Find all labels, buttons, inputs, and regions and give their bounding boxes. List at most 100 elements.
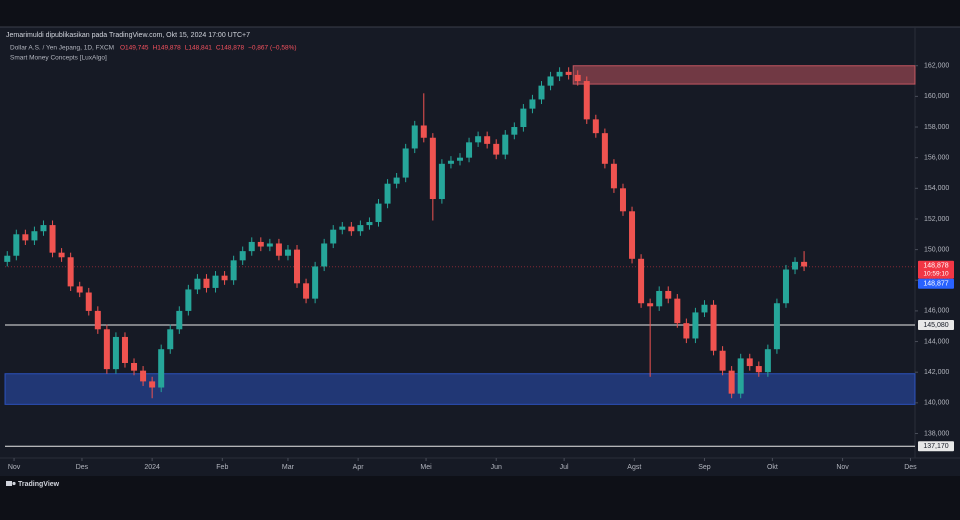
y-tick-label: 146,000 [924,308,949,315]
x-tick-label: Des [76,464,89,471]
y-tick-label: 150,000 [924,246,949,253]
candle-body [638,258,645,304]
symbol-title: Dollar A.S. / Yen Jepang, 1D, FXCM [10,45,114,52]
candle-body [801,261,808,267]
logo-dot [12,481,16,486]
level-tag [918,441,954,452]
x-tick-label: Agst [627,464,641,471]
level-label: 137,170 [923,443,948,450]
candle-body [520,108,527,128]
logo-mark [6,481,12,486]
x-tick-label: Jun [491,464,502,471]
candle-body [284,249,291,256]
candle-body [601,133,608,164]
candle-body [746,358,753,367]
candle-body [475,136,482,143]
candle-body [755,366,762,373]
level-label: 145,080 [923,322,948,329]
candle-body [719,350,726,371]
last-price-label: 148,878 [923,263,948,270]
x-tick-label: Sep [698,464,711,471]
y-tick-label: 152,000 [924,216,949,223]
countdown: 10:59:10 [923,271,949,278]
candle-body [67,257,74,287]
top-bar [0,0,960,27]
candle-body [13,234,20,256]
y-tick-label: 162,000 [924,63,949,70]
candle-body [149,381,156,388]
candle-body [565,71,572,75]
candle-body [393,177,400,184]
candle-body [402,148,409,178]
x-tick-label: Jul [560,464,569,471]
candle-body [40,225,47,232]
x-tick-label: Mar [282,464,295,471]
candle-body [792,261,799,270]
x-tick-label: 2024 [144,464,160,471]
candle-body [511,127,518,135]
bid-tag [918,278,954,289]
candle-body [357,225,364,232]
candle-body [212,275,219,288]
candle-body [529,99,536,109]
candle-body [366,222,373,226]
level-tag [918,319,954,330]
footer-bar [0,476,960,520]
x-tick-label: Mei [420,464,432,471]
candle-body [330,229,337,244]
candle-body [94,310,101,330]
candle-body [574,74,581,82]
candle-body [185,289,192,311]
candle-body [610,163,617,189]
candles [4,67,808,399]
candle-body [158,349,165,388]
candle-body [339,226,346,230]
candle-body [275,243,282,256]
x-tick-label: Apr [353,464,365,471]
candle-body [592,119,599,134]
y-tick-label: 144,000 [924,338,949,345]
candle-body [737,358,744,394]
ohlc-value: L148,841 [185,45,212,52]
candle-body [31,231,38,241]
candle-body [303,283,310,299]
candle-body [140,370,147,382]
candle-body [493,143,500,155]
candle-body [429,137,436,200]
publisher: Jemarimuldi dipublikasikan pada TradingV… [6,32,250,39]
y-tick-label: 138,000 [924,430,949,437]
candle-body [76,286,83,293]
candle-body [764,349,771,373]
candle-body [230,260,237,281]
candle-body [773,303,780,350]
candle-body [728,370,735,394]
candle-body [4,255,11,262]
candle-body [49,225,56,253]
candle-body [203,278,210,288]
candle-body [312,266,319,299]
candle-body [85,292,92,311]
candle-body [782,269,789,304]
candle-body [683,323,690,339]
x-tick-label: Nov [836,464,849,471]
candle-body [257,241,264,247]
candle-body [665,290,672,299]
ohlc-legend: O149,745 H149,878 L148,841 C148,878 −0,867 (… [120,45,297,52]
candle-body [194,278,201,290]
candle-body [131,362,138,371]
candle-body [112,336,119,370]
candle-body [348,226,355,232]
candle-body [447,160,454,164]
candle-body [420,125,427,138]
candle-body [411,125,418,149]
last-price-tag [918,260,954,279]
candle-body [22,234,29,241]
x-tick-label: Nov [8,464,21,471]
ohlc-value: C148,878 [216,45,245,52]
x-tick-label: Feb [216,464,228,471]
y-tick-label: 158,000 [924,124,949,131]
candle-body [692,312,699,339]
